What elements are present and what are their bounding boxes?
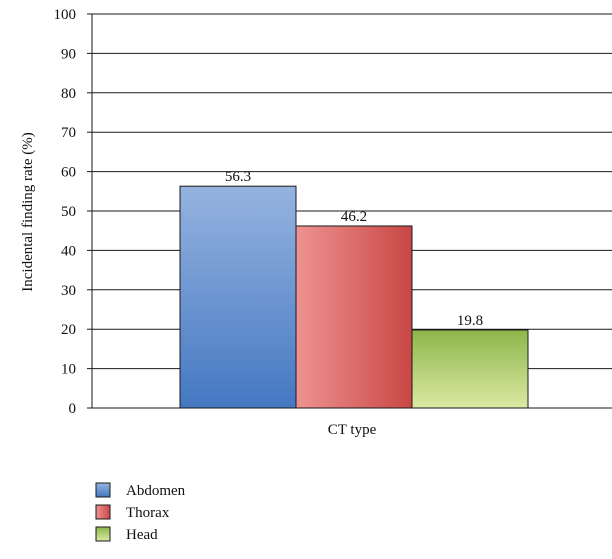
y-tick-label: 20	[61, 322, 76, 338]
bar-abdomen	[180, 186, 296, 408]
legend-swatch-head	[96, 527, 110, 541]
y-tick-label: 0	[69, 401, 77, 417]
y-tick-label: 70	[61, 125, 76, 141]
y-tick-label: 90	[61, 46, 76, 62]
y-tick-label: 10	[61, 362, 76, 378]
y-tick-label: 100	[54, 7, 77, 23]
x-axis-title: CT type	[328, 422, 377, 438]
data-label-head: 19.8	[457, 313, 483, 329]
y-tick-label: 50	[61, 204, 76, 220]
legend-label-thorax: Thorax	[126, 505, 170, 521]
legend-swatch-thorax	[96, 505, 110, 519]
data-label-thorax: 46.2	[341, 209, 367, 225]
legend-label-abdomen: Abdomen	[126, 483, 186, 499]
legend-label-head: Head	[126, 527, 158, 543]
data-label-abdomen: 56.3	[225, 169, 251, 185]
bars: 56.3 46.2 19.8	[180, 169, 528, 408]
y-tick-label: 60	[61, 165, 76, 181]
y-axis-title: Incidental finding rate (%)	[20, 132, 36, 292]
legend-swatch-abdomen	[96, 483, 110, 497]
bar-head	[412, 330, 528, 408]
y-tick-label: 30	[61, 283, 76, 299]
bar-thorax	[296, 226, 412, 408]
legend: Abdomen Thorax Head	[96, 483, 186, 543]
y-tick-label: 40	[61, 243, 76, 259]
y-tick-label: 80	[61, 86, 76, 102]
